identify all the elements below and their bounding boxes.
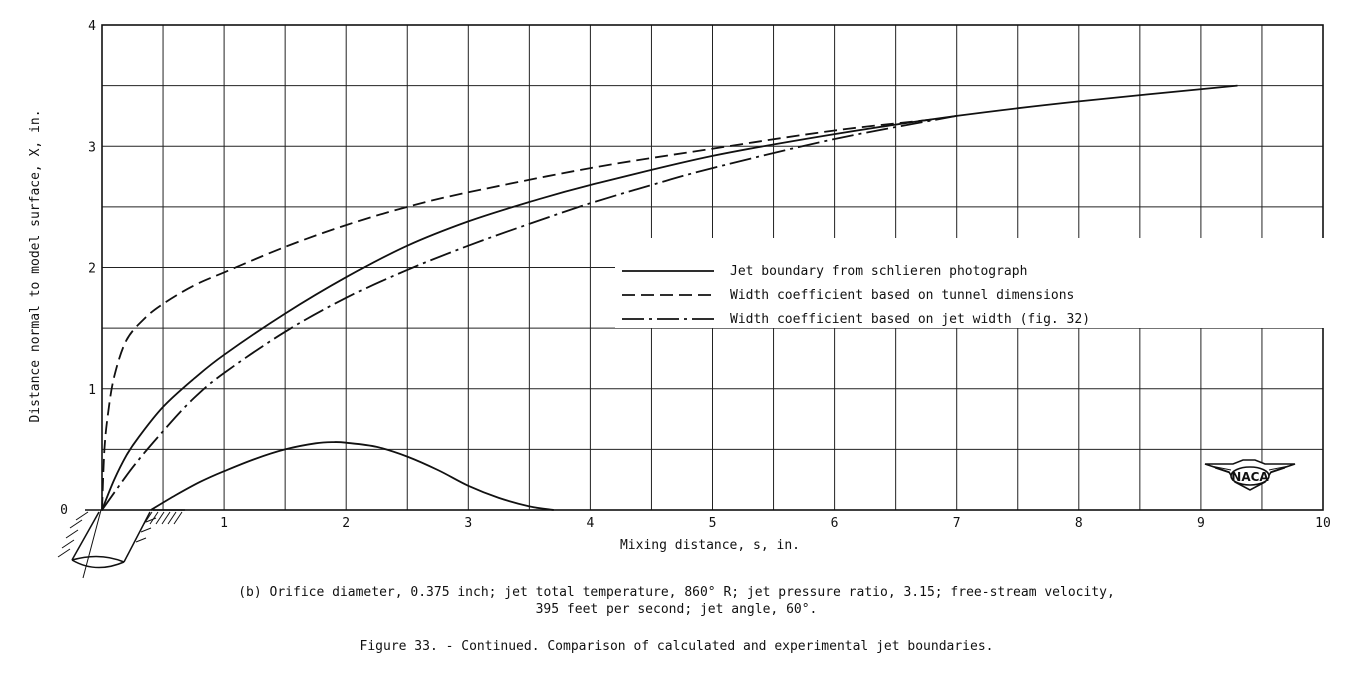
y-axis-label: Distance normal to model surface, X, in. <box>28 109 43 422</box>
hatch-mark <box>75 511 89 521</box>
hatch-mark <box>161 511 171 525</box>
x-tick-label: 9 <box>1197 516 1205 531</box>
y-tick-label: 4 <box>88 19 96 34</box>
x-tick-label: 4 <box>586 516 594 531</box>
nozzle-opening-rim <box>71 555 125 563</box>
x-tick-label: 3 <box>464 516 472 531</box>
naca-logo: NACA <box>1204 459 1296 491</box>
x-axis-label: Mixing distance, s, in. <box>620 538 800 553</box>
subcaption-line-1: (b) Orifice diameter, 0.375 inch; jet to… <box>238 585 1115 600</box>
x-tick-label: 8 <box>1075 516 1083 531</box>
hatch-mark <box>173 511 183 525</box>
orifice-sketch <box>57 509 185 579</box>
x-tick-label: 5 <box>709 516 717 531</box>
origin-tick-label: 0 <box>60 503 68 518</box>
hatch-mark <box>135 537 147 543</box>
hatch-mark <box>149 511 159 525</box>
y-tick-label: 3 <box>88 140 96 155</box>
x-tick-label: 10 <box>1315 516 1331 531</box>
hatch-mark <box>145 517 157 523</box>
legend-label: Width coefficient based on tunnel dimens… <box>730 288 1074 303</box>
nozzle-wall-right <box>123 511 151 563</box>
nozzle-opening <box>71 559 125 569</box>
series-line-2 <box>101 118 933 511</box>
subcaption-line-2: 395 feet per second; jet angle, 60°. <box>535 602 818 617</box>
y-tick-label: 2 <box>88 262 96 277</box>
hatch-mark <box>143 511 153 525</box>
x-tick-label: 1 <box>220 516 228 531</box>
y-tick-label: 1 <box>88 383 96 398</box>
hatch-mark <box>69 519 83 529</box>
hatch-mark <box>140 527 152 533</box>
y-tick-labels: 1 2 3 4 0 <box>60 19 96 518</box>
legend-background <box>615 238 1330 328</box>
legend-label: Jet boundary from schlieren photograph <box>730 264 1027 279</box>
x-tick-labels: 1 2 3 4 5 6 7 8 9 10 <box>220 516 1331 531</box>
hatch-mark <box>167 511 177 525</box>
series-layer <box>101 84 1238 511</box>
series-line-4 <box>150 441 554 511</box>
hatch-mark <box>65 529 79 539</box>
x-tick-label: 2 <box>342 516 350 531</box>
x-tick-label: 7 <box>953 516 961 531</box>
surface-hatching <box>57 511 183 558</box>
hatch-mark <box>155 511 165 525</box>
jet-axis-line <box>82 509 102 579</box>
legend: Jet boundary from schlieren photograph Wi… <box>615 238 1330 328</box>
figure-caption: Figure 33. - Continued. Comparison of ca… <box>359 639 994 654</box>
series-line-3 <box>101 115 957 511</box>
hatch-mark <box>57 548 71 558</box>
figure-subcaption: (b) Orifice diameter, 0.375 inch; jet to… <box>0 584 1353 618</box>
legend-label: Width coefficient based on jet width (fi… <box>730 312 1090 327</box>
hatch-mark <box>61 539 75 549</box>
svg-text:NACA: NACA <box>1231 470 1269 484</box>
nozzle-wall-left <box>71 511 100 561</box>
x-tick-label: 6 <box>831 516 839 531</box>
